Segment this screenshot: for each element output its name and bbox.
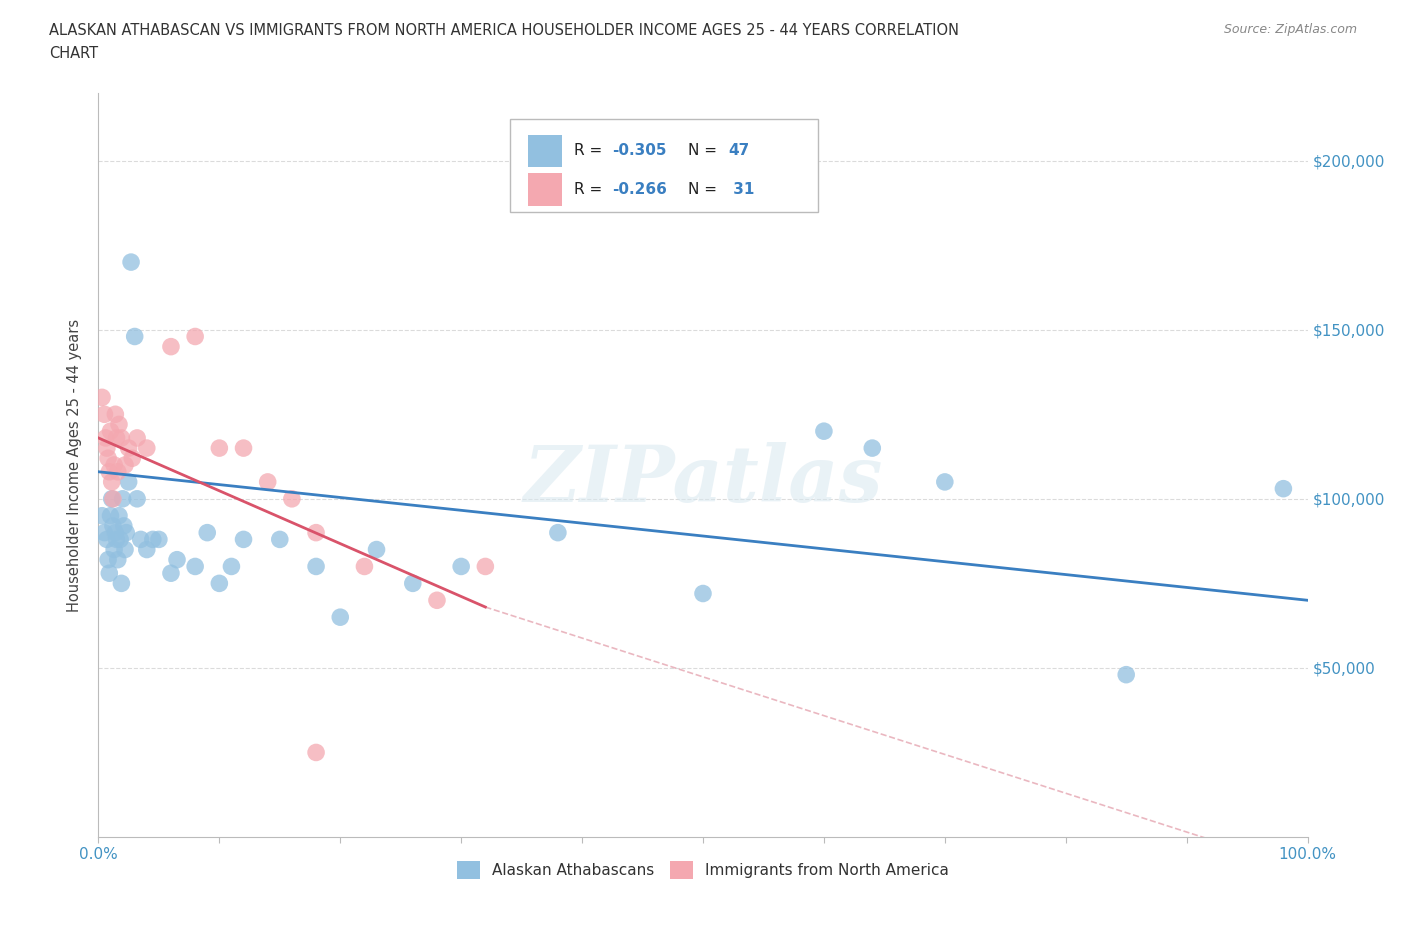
Point xyxy=(127,431,149,445)
Point xyxy=(692,586,714,601)
Point xyxy=(353,559,375,574)
Point xyxy=(160,565,183,580)
Point xyxy=(120,255,142,270)
Text: ALASKAN ATHABASCAN VS IMMIGRANTS FROM NORTH AMERICA HOUSEHOLDER INCOME AGES 25 -: ALASKAN ATHABASCAN VS IMMIGRANTS FROM NO… xyxy=(49,23,959,38)
Text: R =: R = xyxy=(574,143,607,158)
Point xyxy=(184,559,207,574)
Point xyxy=(1272,481,1295,496)
Point xyxy=(93,525,115,540)
Point xyxy=(305,559,328,574)
Point xyxy=(450,559,472,574)
Point xyxy=(135,542,157,557)
Text: -0.266: -0.266 xyxy=(612,182,668,197)
Point xyxy=(160,339,183,354)
Point xyxy=(105,532,128,547)
Point xyxy=(166,552,188,567)
Text: 31: 31 xyxy=(728,182,755,197)
Point xyxy=(112,518,135,533)
Point xyxy=(96,532,118,547)
Point xyxy=(121,451,143,466)
Text: ZIPatlas: ZIPatlas xyxy=(523,442,883,518)
Point xyxy=(118,441,141,456)
Point xyxy=(148,532,170,547)
Point xyxy=(142,532,165,547)
Legend: Alaskan Athabascans, Immigrants from North America: Alaskan Athabascans, Immigrants from Nor… xyxy=(451,856,955,885)
Point xyxy=(98,464,121,479)
FancyBboxPatch shape xyxy=(509,119,818,212)
Point xyxy=(118,474,141,489)
Point xyxy=(426,592,449,607)
Point xyxy=(208,441,231,456)
Text: Source: ZipAtlas.com: Source: ZipAtlas.com xyxy=(1223,23,1357,36)
Point xyxy=(100,491,122,506)
Point xyxy=(93,406,115,421)
Point xyxy=(281,491,304,506)
Point xyxy=(269,532,291,547)
Point xyxy=(105,431,128,445)
Point xyxy=(100,474,122,489)
Text: N =: N = xyxy=(689,143,723,158)
Point xyxy=(104,406,127,421)
Point xyxy=(101,518,124,533)
Point xyxy=(195,525,218,540)
Point xyxy=(135,441,157,456)
Point xyxy=(305,745,328,760)
Point xyxy=(111,491,134,506)
Point xyxy=(103,542,125,557)
Point xyxy=(256,474,278,489)
Text: CHART: CHART xyxy=(49,46,98,61)
Point xyxy=(860,441,883,456)
Point xyxy=(96,441,118,456)
Point xyxy=(100,509,122,524)
Point xyxy=(127,491,149,506)
Point xyxy=(221,559,243,574)
Point xyxy=(100,424,122,439)
Point xyxy=(108,532,131,547)
Y-axis label: Householder Income Ages 25 - 44 years: Householder Income Ages 25 - 44 years xyxy=(67,318,83,612)
FancyBboxPatch shape xyxy=(527,173,561,206)
Point xyxy=(91,390,114,405)
Point xyxy=(232,532,254,547)
Point xyxy=(110,431,132,445)
Text: R =: R = xyxy=(574,182,607,197)
Point xyxy=(129,532,152,547)
Point xyxy=(934,474,956,489)
Point xyxy=(402,576,425,591)
Point xyxy=(232,441,254,456)
Point xyxy=(97,552,120,567)
Point xyxy=(94,431,117,445)
Point xyxy=(97,451,120,466)
Point xyxy=(305,525,328,540)
Point xyxy=(124,329,146,344)
Point xyxy=(114,458,136,472)
Text: -0.305: -0.305 xyxy=(612,143,666,158)
Point xyxy=(107,464,129,479)
Point xyxy=(1115,667,1137,682)
Point xyxy=(114,542,136,557)
Point xyxy=(101,491,124,506)
Point xyxy=(329,610,352,625)
Point xyxy=(547,525,569,540)
Point xyxy=(108,417,131,432)
Point xyxy=(813,424,835,439)
Point xyxy=(208,576,231,591)
Point xyxy=(110,576,132,591)
Point xyxy=(366,542,388,557)
Point xyxy=(107,552,129,567)
FancyBboxPatch shape xyxy=(527,135,561,167)
Point xyxy=(98,565,121,580)
Point xyxy=(474,559,496,574)
Text: N =: N = xyxy=(689,182,723,197)
Point xyxy=(108,509,131,524)
Point xyxy=(103,458,125,472)
Point xyxy=(91,509,114,524)
Point xyxy=(184,329,207,344)
Point xyxy=(104,525,127,540)
Point xyxy=(115,525,138,540)
Text: 47: 47 xyxy=(728,143,749,158)
